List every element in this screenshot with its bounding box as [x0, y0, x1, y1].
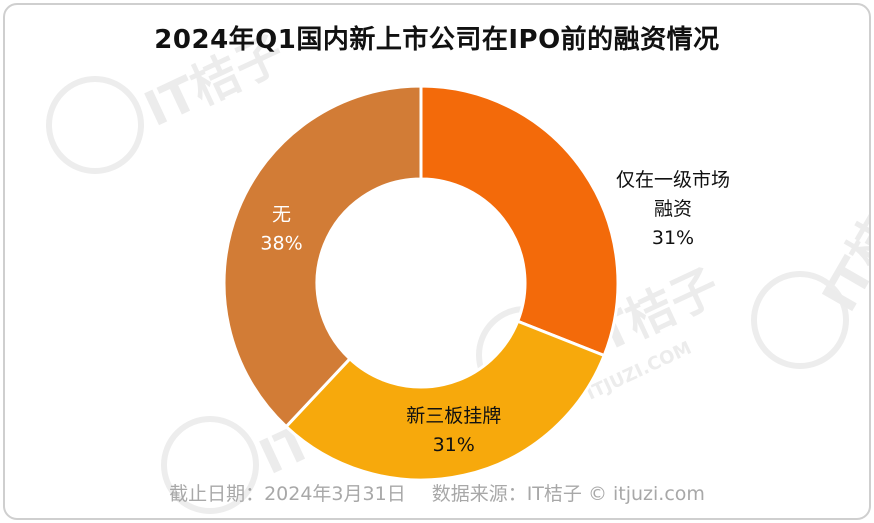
slice-value-label: 31% [652, 227, 694, 249]
slice-label-primary-market: 仅在一级市场融资 31% [616, 169, 730, 249]
watermark-brand-3: IT桔子 [812, 166, 869, 321]
watermark-logo-3: IT桔子 [751, 166, 869, 369]
slice-value-label: 31% [433, 434, 475, 456]
slice-neeq-listed [284, 319, 606, 482]
slice-category-label: 仅在一级市场 [616, 169, 730, 191]
donut-chart: IT桔子 IT桔子 ITJUZI.COM IT桔子 IT桔子 仅在一级市场融资3… [46, 25, 869, 514]
slice-category-label: 无 [272, 203, 291, 225]
donut-slices [222, 84, 620, 482]
chart-card: IT桔子 IT桔子 ITJUZI.COM IT桔子 IT桔子 仅在一级市场融资3… [3, 3, 871, 520]
slice-value-label: 38% [260, 232, 302, 254]
slice-labels: 仅在一级市场融资 31% 新三板挂牌 31% 无 38% [260, 169, 730, 456]
slice-label-none: 无 38% [260, 203, 302, 254]
footer-date: 截止日期：2024年3月31日 [169, 483, 406, 505]
footer-source: 数据来源：IT桔子 © itjuzi.com [431, 483, 705, 505]
slice-none [222, 84, 423, 429]
slice-category-label: 融资 [654, 198, 692, 220]
chart-title: 2024年Q1国内新上市公司在IPO前的融资情况 [154, 25, 720, 55]
slice-label-neeq-listed: 新三板挂牌 31% [406, 405, 501, 456]
slice-category-label: 新三板挂牌 [406, 405, 501, 427]
slice-primary-market [419, 84, 620, 358]
chart-footer: 截止日期：2024年3月31日 数据来源：IT桔子 © itjuzi.com [5, 479, 869, 506]
